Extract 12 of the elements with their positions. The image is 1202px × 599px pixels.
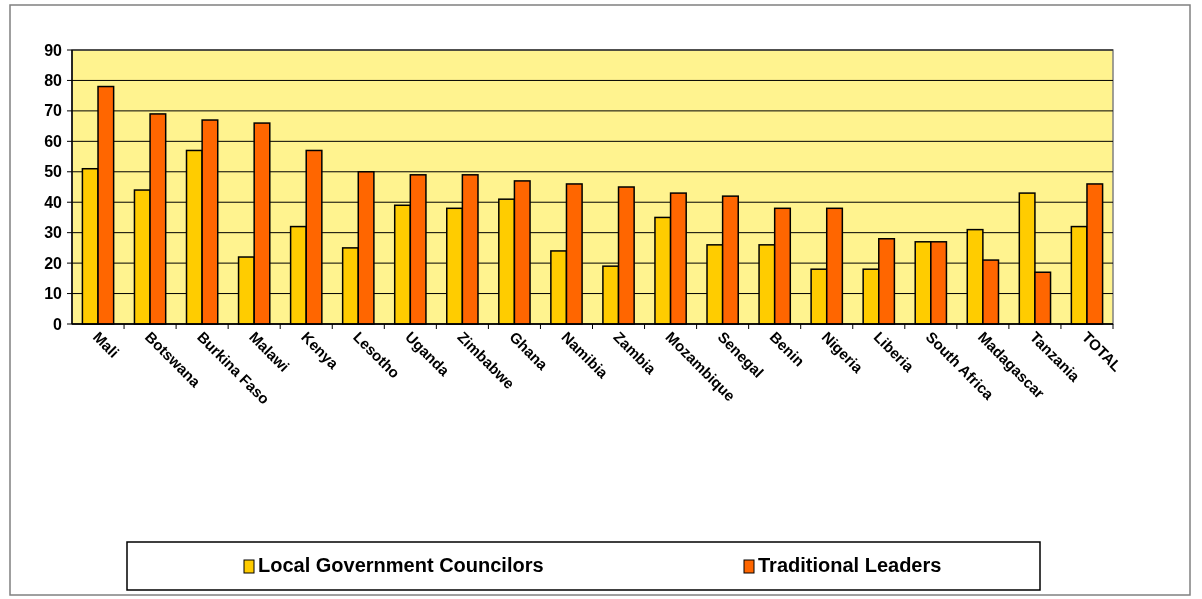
y-tick-label: 90 xyxy=(44,41,63,59)
y-tick-label: 10 xyxy=(44,285,63,303)
y-tick-label: 20 xyxy=(44,254,63,272)
y-tick-label: 60 xyxy=(44,132,63,150)
y-tick-label: 40 xyxy=(44,193,63,211)
legend-label: Local Government Councilors xyxy=(258,554,544,576)
y-tick-label: 80 xyxy=(44,72,63,90)
y-tick-label: 0 xyxy=(53,315,63,333)
legend-label: Traditional Leaders xyxy=(758,554,942,576)
y-tick-label: 30 xyxy=(44,224,63,242)
y-tick-label: 50 xyxy=(44,163,63,181)
y-tick-label: 70 xyxy=(44,102,63,120)
